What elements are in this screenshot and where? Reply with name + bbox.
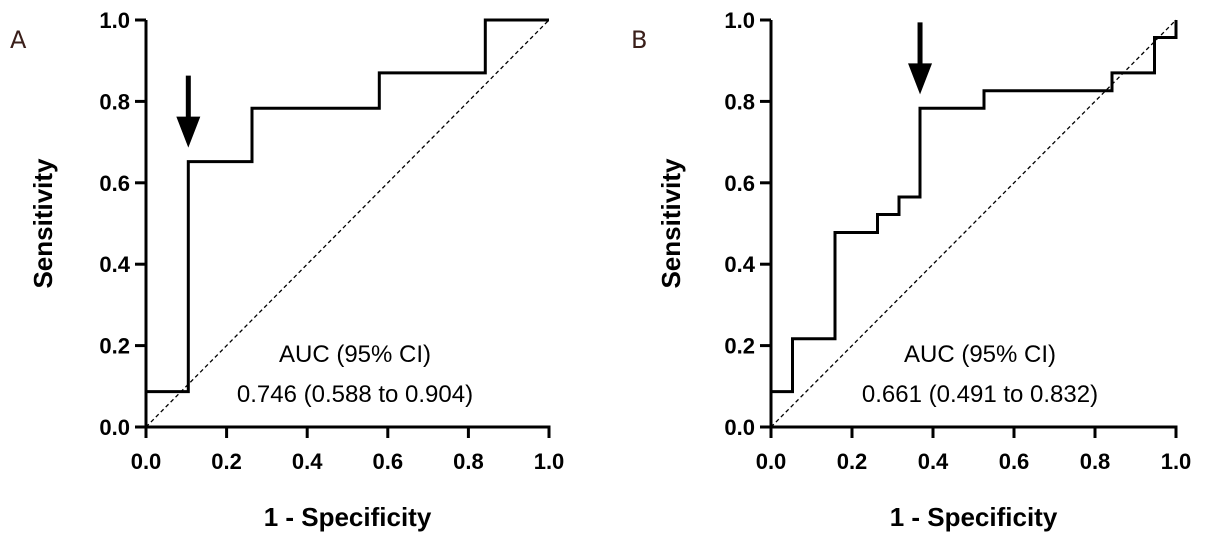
roc-panel-b: B 0.0 0.2 0.4 0.6 0.8 1.0 0.0 0.2 0.4 0.6 0.8 1.0 1 -… <box>631 8 1191 532</box>
y-tick-label: 0.2 <box>724 334 755 359</box>
panel-label: B <box>631 26 647 54</box>
x-tick-label: 0.0 <box>756 449 787 474</box>
y-tick-label: 0.6 <box>99 171 130 196</box>
auc-annotation-title: AUC (95% CI) <box>279 341 431 368</box>
y-axis-title: Sensitivity <box>28 158 58 289</box>
auc-annotation-value: 0.746 (0.588 to 0.904) <box>237 381 473 408</box>
cutoff-arrow-head <box>908 63 933 95</box>
x-tick-label: 0.2 <box>211 449 242 474</box>
panel-label: A <box>10 26 27 54</box>
auc-annotation-title: AUC (95% CI) <box>904 341 1056 368</box>
reference-diagonal-line <box>145 19 550 428</box>
x-tick-label: 0.6 <box>999 449 1030 474</box>
y-tick-label: 1.0 <box>724 8 755 33</box>
y-tick-label: 0.8 <box>99 89 130 114</box>
y-tick-label: 0.8 <box>724 89 755 114</box>
roc-panel-a: A 0.0 0.2 0.4 0.6 0.8 1.0 0.0 0.2 0.4 0.6 0.8 1.0 1 -… <box>10 8 564 532</box>
y-tick-label: 0.0 <box>724 415 755 440</box>
x-tick-label: 1.0 <box>534 449 565 474</box>
y-tick-label: 0.4 <box>99 252 130 277</box>
x-tick-label: 0.4 <box>292 449 323 474</box>
y-tick-label: 1.0 <box>99 8 130 33</box>
x-axis-title: 1 - Specificity <box>264 502 432 532</box>
y-tick-label: 0.2 <box>99 334 130 359</box>
x-tick-label: 0.4 <box>918 449 949 474</box>
x-tick-label: 0.2 <box>837 449 868 474</box>
roc-curve <box>769 20 1178 427</box>
cutoff-arrow-head <box>176 116 201 148</box>
x-tick-label: 0.8 <box>1080 449 1111 474</box>
x-tick-label: 1.0 <box>1161 449 1192 474</box>
x-axis-title: 1 - Specificity <box>890 502 1058 532</box>
y-axis-title: Sensitivity <box>656 158 686 289</box>
x-tick-label: 0.6 <box>373 449 404 474</box>
y-tick-label: 0.6 <box>724 171 755 196</box>
reference-diagonal-line <box>770 19 1177 428</box>
auc-annotation-value: 0.661 (0.491 to 0.832) <box>862 381 1098 408</box>
roc-curve <box>144 18 549 427</box>
x-tick-label: 0.8 <box>453 449 484 474</box>
y-tick-label: 0.4 <box>724 252 755 277</box>
y-tick-label: 0.0 <box>99 415 130 440</box>
x-tick-label: 0.0 <box>131 449 162 474</box>
